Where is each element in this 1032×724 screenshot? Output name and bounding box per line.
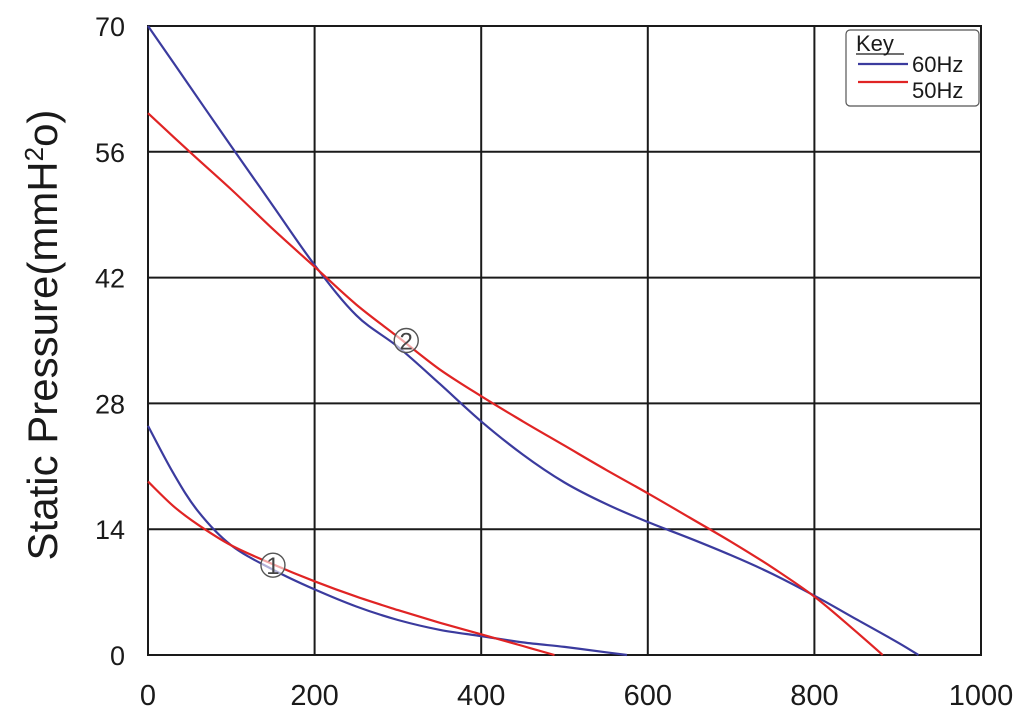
x-tick-label-4: 800	[790, 680, 838, 712]
x-tick-label-3: 600	[624, 680, 672, 712]
curve-marker-label-1: 1	[266, 553, 279, 580]
annotation-layer: 12	[260, 327, 419, 580]
series-line-50hz-curve-2	[147, 112, 884, 656]
y-tick-label-0: 0	[110, 641, 125, 671]
series-line-50hz-curve-1	[147, 480, 555, 657]
series-line-60hz-curve-1	[147, 425, 628, 657]
x-tick-label-0: 0	[140, 680, 156, 712]
y-tick-label-2: 28	[95, 389, 125, 419]
y-tick-label-5: 70	[95, 12, 125, 42]
curve-marker-circle-2	[393, 327, 419, 354]
curve-marker-circle-1	[260, 552, 286, 578]
plot-area-border	[147, 25, 982, 656]
curve-marker-label-2: 2	[400, 329, 413, 356]
y-axis-label: Static Pressure(mmH2o)	[19, 110, 66, 561]
legend-label-60hz: 60Hz	[912, 52, 963, 77]
y-tick-label-4: 56	[95, 138, 125, 168]
y-tick-label-1: 14	[95, 515, 125, 545]
legend-label-50hz: 50Hz	[912, 78, 963, 103]
x-tick-label-2: 400	[457, 680, 505, 712]
legend-box	[845, 29, 980, 107]
legend-title: Key	[856, 31, 894, 56]
y-tick-label-3: 42	[95, 264, 125, 294]
axis-layer: 0 200 400 600 800 1000 0 14 28 42 56 70	[95, 12, 1013, 712]
series-layer	[147, 25, 920, 657]
x-tick-label-1: 200	[290, 680, 338, 712]
x-tick-label-5: 1000	[949, 680, 1014, 712]
